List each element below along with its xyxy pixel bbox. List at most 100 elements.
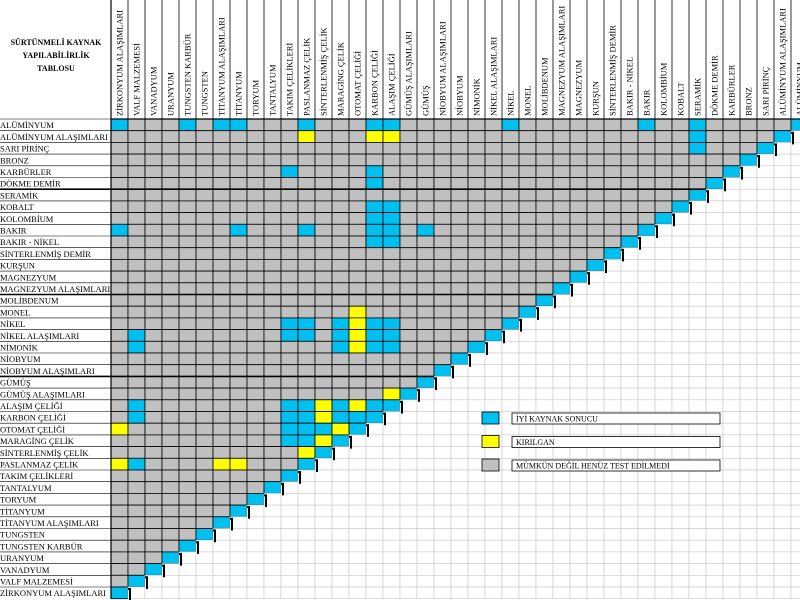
cell-empty	[705, 493, 724, 506]
column-label: TORYUM	[251, 79, 261, 116]
cell-filled	[127, 352, 146, 366]
row-label: KURŞUN	[0, 261, 35, 271]
cell-empty	[739, 481, 758, 494]
cell-filled	[212, 457, 231, 471]
cell-empty	[586, 329, 605, 342]
cell-empty	[722, 481, 741, 494]
cell-empty	[620, 317, 639, 330]
cell-filled	[229, 340, 248, 354]
cell-empty	[705, 469, 724, 482]
cell-empty	[773, 329, 792, 342]
cell-filled	[535, 130, 554, 143]
cell-empty	[671, 539, 690, 553]
cell-filled	[518, 294, 537, 307]
cell-filled	[518, 247, 537, 260]
row-label: KOLOMBİUM	[0, 214, 54, 224]
cell-empty	[773, 212, 792, 225]
column-label: ALÜMİNYUM	[795, 62, 800, 116]
row-label: SARI PİRİNÇ	[0, 144, 50, 154]
cell-empty	[637, 563, 656, 576]
cell-empty	[722, 364, 741, 377]
cell-empty	[756, 200, 775, 213]
cell-empty	[246, 586, 265, 599]
cell-empty	[416, 481, 435, 494]
cell-filled	[467, 200, 486, 213]
cell-filled	[161, 340, 180, 354]
cell-empty	[654, 387, 673, 401]
cell-empty	[654, 422, 673, 436]
cell-empty	[314, 504, 333, 518]
column-label: TANTALYUM	[268, 64, 278, 116]
row-label: TUNGSTEN	[0, 530, 45, 540]
cell-filled	[518, 130, 537, 143]
column-label: TUNGSTEN KARBÜR	[183, 33, 193, 116]
cell-filled	[161, 329, 180, 342]
cell-filled	[110, 305, 129, 319]
cell-empty	[790, 469, 800, 482]
cell-empty	[620, 376, 639, 389]
cell-filled	[195, 340, 214, 354]
cell-empty	[705, 270, 724, 284]
cell-filled	[110, 294, 129, 307]
cell-filled	[603, 165, 622, 178]
cell-filled	[195, 387, 214, 401]
cell-filled	[314, 352, 333, 366]
cell-empty	[722, 200, 741, 213]
cell-filled	[246, 165, 265, 178]
cell-filled	[348, 130, 367, 143]
cell-empty	[484, 446, 503, 459]
cell-empty	[722, 539, 741, 553]
cell-filled	[263, 223, 282, 237]
cell-empty	[756, 574, 775, 588]
cell-empty	[535, 493, 554, 506]
cell-filled	[280, 141, 299, 155]
cell-filled	[314, 364, 333, 377]
cell-empty	[654, 551, 673, 564]
cell-filled	[263, 247, 282, 260]
cell-empty	[739, 294, 758, 307]
cell-empty	[467, 376, 486, 389]
cell-filled	[654, 212, 673, 225]
cell-filled	[518, 258, 537, 272]
cell-filled	[280, 434, 299, 447]
cell-filled	[654, 165, 673, 178]
row-label: ALÜMİNYUM ALAŞIMLARI	[0, 132, 108, 142]
cell-filled	[331, 329, 350, 342]
cell-filled	[144, 481, 163, 494]
cell-empty	[484, 551, 503, 564]
cell-filled	[501, 188, 520, 202]
cell-empty	[246, 539, 265, 553]
cell-filled	[365, 223, 384, 237]
cell-empty	[654, 446, 673, 459]
cell-filled	[331, 294, 350, 307]
cell-empty	[620, 539, 639, 553]
cell-empty	[365, 516, 384, 529]
cell-filled	[195, 153, 214, 167]
cell-empty	[450, 399, 469, 412]
cell-empty	[671, 352, 690, 365]
cell-filled	[161, 141, 180, 155]
cell-empty	[756, 434, 775, 447]
cell-empty	[756, 516, 775, 529]
cell-filled	[280, 270, 299, 284]
cell-filled	[671, 188, 690, 202]
cell-empty	[722, 446, 741, 459]
cell-empty	[654, 282, 673, 295]
cell-filled	[127, 188, 146, 202]
cell-filled	[127, 492, 146, 506]
cell-filled	[144, 130, 163, 143]
cell-empty	[433, 469, 452, 482]
cell-empty	[603, 516, 622, 529]
cell-filled	[195, 305, 214, 319]
cell-filled	[671, 153, 690, 167]
cell-filled	[127, 574, 146, 588]
cell-empty	[535, 329, 554, 342]
cell-filled	[688, 141, 707, 155]
cell-empty	[399, 574, 418, 588]
cell-filled	[382, 200, 401, 213]
cell-filled	[331, 258, 350, 272]
cell-filled	[705, 118, 724, 132]
cell-filled	[110, 563, 129, 576]
cell-empty	[705, 387, 724, 401]
